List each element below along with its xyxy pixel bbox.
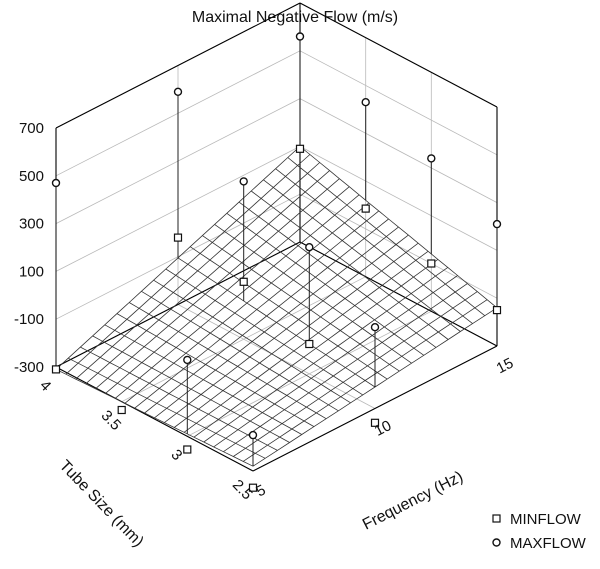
legend: MINFLOW MAXFLOW xyxy=(492,511,587,552)
point-maxflow xyxy=(248,430,258,440)
point-minflow xyxy=(117,405,126,415)
surface-mesh-line xyxy=(173,242,419,428)
surface-mesh-line xyxy=(164,234,409,423)
box-edge xyxy=(55,2,301,129)
surface-mesh-line xyxy=(114,194,360,399)
surface-mesh-line xyxy=(193,259,439,438)
y-tick-label: 4 xyxy=(36,377,54,395)
point-maxflow xyxy=(295,32,305,41)
x-tick-label: 10 xyxy=(372,417,395,440)
markers xyxy=(51,32,502,492)
legend-marker-minflow xyxy=(492,514,501,523)
z-tick-label: -300 xyxy=(14,359,44,376)
surface-mesh-line xyxy=(85,170,330,385)
point-maxflow xyxy=(183,355,192,365)
box-edge xyxy=(252,345,498,472)
surface-mesh-line xyxy=(154,226,399,419)
point-minflow xyxy=(295,144,305,153)
surface-layer xyxy=(55,146,498,467)
x-axis-label: Frequency (Hz) xyxy=(360,468,466,533)
gridline-z-back-right xyxy=(299,146,498,251)
point-maxflow xyxy=(370,323,380,332)
surface-mesh-line xyxy=(65,154,311,375)
gridline-y-floor xyxy=(121,276,366,403)
surface-mesh-line xyxy=(242,299,488,462)
surface-mesh-line xyxy=(95,178,340,390)
z-tick-label: 500 xyxy=(19,168,44,185)
point-minflow xyxy=(370,418,380,427)
surface-mesh-line xyxy=(134,210,380,409)
y-tick-label: 3 xyxy=(168,446,186,464)
point-maxflow xyxy=(492,219,502,229)
point-maxflow xyxy=(427,154,436,163)
x-tick-label: 15 xyxy=(494,355,517,378)
point-maxflow xyxy=(305,242,314,252)
gridline-z-back-right xyxy=(299,50,498,156)
surface-mesh-line xyxy=(144,218,389,414)
point-minflow xyxy=(361,204,370,213)
chart-title: Maximal Negative Flow (m/s) xyxy=(192,9,398,26)
y-tick-label: 2.5 xyxy=(229,476,256,503)
point-minflow xyxy=(248,483,258,492)
surface-mesh-line xyxy=(233,291,478,457)
z-tick-label: 100 xyxy=(19,263,44,280)
surface-mesh-line xyxy=(75,162,320,380)
surface-mesh-line xyxy=(223,283,468,453)
surface-mesh-line xyxy=(124,202,370,404)
z-tick-label: -100 xyxy=(14,311,44,328)
z-tick-label: 300 xyxy=(19,216,44,233)
point-minflow xyxy=(183,445,192,454)
legend-label-maxflow: MAXFLOW xyxy=(510,535,587,552)
point-maxflow xyxy=(361,97,370,107)
box-edge xyxy=(299,2,498,108)
surface-mesh-line xyxy=(213,275,458,448)
point-minflow xyxy=(51,365,61,374)
point-minflow xyxy=(239,277,248,286)
point-minflow xyxy=(492,306,502,315)
legend-marker-maxflow xyxy=(492,538,501,547)
point-maxflow xyxy=(173,87,183,97)
point-minflow xyxy=(305,339,314,349)
surface-mesh-line xyxy=(203,267,449,443)
y-axis-label: Tube Size (mm) xyxy=(56,457,147,550)
gridline-z-back-right xyxy=(299,98,498,203)
legend-label-minflow: MINFLOW xyxy=(510,511,582,528)
gridline-y-floor xyxy=(187,310,432,437)
z-tick-label: 700 xyxy=(19,120,44,137)
box-edge xyxy=(55,366,254,472)
surface-mesh-line xyxy=(105,186,350,394)
point-maxflow xyxy=(239,177,248,186)
point-minflow xyxy=(427,259,436,268)
point-minflow xyxy=(173,233,183,242)
point-maxflow xyxy=(51,178,61,188)
